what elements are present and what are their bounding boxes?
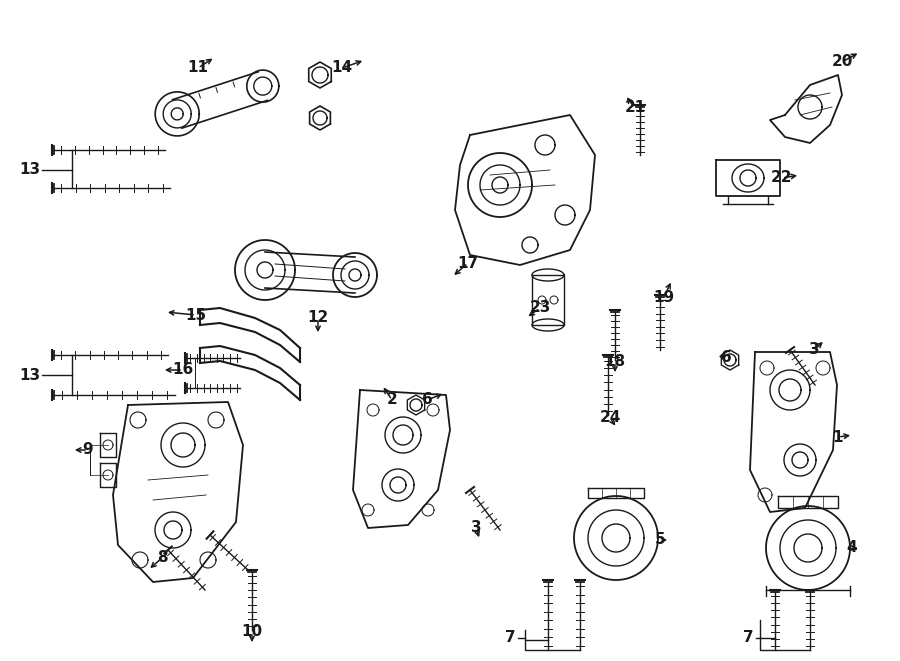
Text: 24: 24 <box>599 410 621 426</box>
Text: 12: 12 <box>308 311 328 325</box>
Text: 1: 1 <box>832 430 843 444</box>
Text: 13: 13 <box>20 163 40 178</box>
Text: 23: 23 <box>529 301 551 315</box>
Text: 8: 8 <box>157 551 167 566</box>
Text: 5: 5 <box>654 533 665 547</box>
Text: 4: 4 <box>847 541 858 555</box>
Text: 3: 3 <box>809 342 819 358</box>
Text: 11: 11 <box>187 61 209 75</box>
Text: 6: 6 <box>721 350 732 366</box>
Text: 18: 18 <box>605 354 626 369</box>
Text: 10: 10 <box>241 625 263 639</box>
Text: 19: 19 <box>653 290 675 305</box>
Text: 21: 21 <box>625 100 645 116</box>
Text: 6: 6 <box>421 393 432 407</box>
Text: 7: 7 <box>505 631 516 646</box>
Text: 7: 7 <box>742 631 753 646</box>
Text: 22: 22 <box>771 171 793 186</box>
Text: 13: 13 <box>20 368 40 383</box>
Text: 3: 3 <box>471 520 482 535</box>
Text: 14: 14 <box>331 61 353 75</box>
Text: 2: 2 <box>387 393 398 407</box>
Text: 15: 15 <box>185 307 207 323</box>
Text: 16: 16 <box>173 362 194 377</box>
Text: 20: 20 <box>832 54 852 69</box>
Text: 17: 17 <box>457 256 479 270</box>
Text: 9: 9 <box>83 442 94 457</box>
